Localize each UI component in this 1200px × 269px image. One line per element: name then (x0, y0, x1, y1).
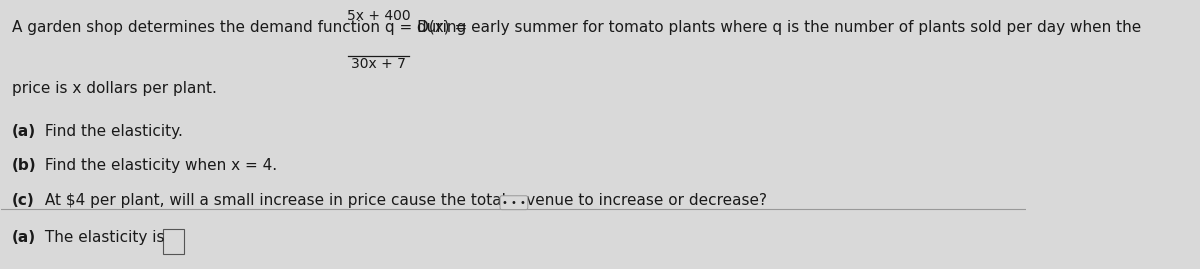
Text: (a): (a) (12, 230, 36, 245)
Text: price is x dollars per plant.: price is x dollars per plant. (12, 81, 216, 96)
Text: 30x + 7: 30x + 7 (352, 57, 406, 71)
Text: Find the elasticity when x = 4.: Find the elasticity when x = 4. (41, 158, 277, 174)
Text: (c): (c) (12, 193, 35, 208)
Text: during early summer for tomato plants where q is the number of plants sold per d: during early summer for tomato plants wh… (413, 20, 1141, 35)
Text: Find the elasticity.: Find the elasticity. (41, 124, 184, 139)
Text: The elasticity is: The elasticity is (41, 230, 169, 245)
FancyBboxPatch shape (163, 229, 184, 254)
Text: • • •: • • • (502, 198, 526, 208)
Text: (b): (b) (12, 158, 36, 174)
Text: (a): (a) (12, 124, 36, 139)
Text: 5x + 400: 5x + 400 (347, 9, 410, 23)
Text: At $4 per plant, will a small increase in price cause the total revenue to incre: At $4 per plant, will a small increase i… (41, 193, 767, 208)
Text: A garden shop determines the demand function q = D(x) =: A garden shop determines the demand func… (12, 20, 472, 35)
